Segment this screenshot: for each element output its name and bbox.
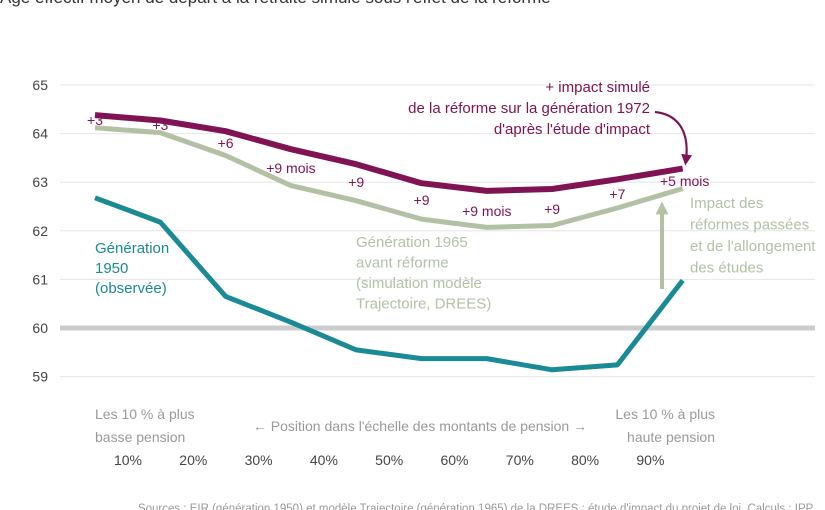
y-tick-label: 64 xyxy=(32,126,48,142)
y-tick-label: 60 xyxy=(32,320,48,336)
gain-label: +7 xyxy=(609,186,625,202)
arrow-impact-reforme xyxy=(654,110,693,166)
x-tick-label: 30% xyxy=(245,452,273,468)
series-line-gen1965 xyxy=(94,125,684,230)
annotations: Génération 1950 (observée) Génération 1965 a… xyxy=(95,79,816,313)
axis-caption-right: Les 10 % à plus xyxy=(615,406,715,422)
gain-label: +3 xyxy=(87,112,103,128)
gain-label: +9 xyxy=(348,174,364,190)
label-impact-reforme: d'après l'étude d'impact xyxy=(494,121,651,138)
x-tick-label: 60% xyxy=(440,452,468,468)
x-axis: Les 10 % à plus basse pension ← Position d… xyxy=(95,406,715,468)
gain-label: +9 xyxy=(414,192,430,208)
series-line-gen1950 xyxy=(94,195,685,373)
label-gen1965: avant réforme xyxy=(356,255,449,272)
label-impact-passees: des études xyxy=(690,260,763,277)
axis-caption-left: Les 10 % à plus xyxy=(95,406,195,422)
y-tick-label: 59 xyxy=(32,369,48,385)
gain-label: +5 mois xyxy=(660,173,709,189)
gain-label: +6 xyxy=(218,135,234,151)
gain-labels: +3 +3 +6 +9 mois +9 +9 +9 mois +9 +7 +5 mois xyxy=(87,112,709,219)
axis-caption-right: haute pension xyxy=(627,429,715,445)
x-tick-label: 10% xyxy=(114,452,142,468)
gain-label: +3 xyxy=(152,117,168,133)
gain-label: +9 xyxy=(544,201,560,217)
y-tick-label: 65 xyxy=(32,77,48,93)
x-tick-label: 80% xyxy=(571,452,599,468)
x-tick-label: 50% xyxy=(375,452,403,468)
x-tick-label: 40% xyxy=(310,452,338,468)
y-axis-ticks: 59 60 61 62 63 64 65 xyxy=(32,77,48,385)
source-note: Sources : EIR (génération 1950) et modèl… xyxy=(138,503,815,510)
y-tick-label: 63 xyxy=(32,174,48,190)
label-gen1965: Trajectoire, DREES) xyxy=(356,296,491,313)
gain-label: +9 mois xyxy=(266,160,315,176)
gain-label: +9 mois xyxy=(462,203,511,219)
axis-caption-center: ← Position dans l'échelle des montants d… xyxy=(253,418,587,434)
label-gen1965: Génération 1965 xyxy=(356,234,468,251)
chart-title: Âge effectif moyen de départ à la retrai… xyxy=(0,0,551,7)
series-lines xyxy=(94,112,685,373)
label-impact-passees: Impact des xyxy=(690,195,763,212)
x-tick-label: 20% xyxy=(179,452,207,468)
y-tick-label: 62 xyxy=(32,223,48,239)
y-tick-label: 61 xyxy=(32,271,48,287)
label-impact-reforme: + impact simulé xyxy=(545,79,650,96)
label-gen1950: 1950 xyxy=(95,260,128,277)
label-gen1965: (simulation modèle xyxy=(356,275,482,292)
label-impact-reforme: de la réforme sur la génération 1972 xyxy=(408,100,650,117)
label-gen1950: Génération xyxy=(95,240,169,257)
series-line-gen1972 xyxy=(94,112,684,194)
x-tick-label: 70% xyxy=(506,452,534,468)
axis-caption-left: basse pension xyxy=(95,429,185,445)
x-tick-label: 90% xyxy=(636,452,664,468)
label-impact-passees: et de l'allongement xyxy=(690,238,816,255)
label-impact-passees: réformes passées xyxy=(690,217,809,234)
label-gen1950: (observée) xyxy=(95,280,167,297)
